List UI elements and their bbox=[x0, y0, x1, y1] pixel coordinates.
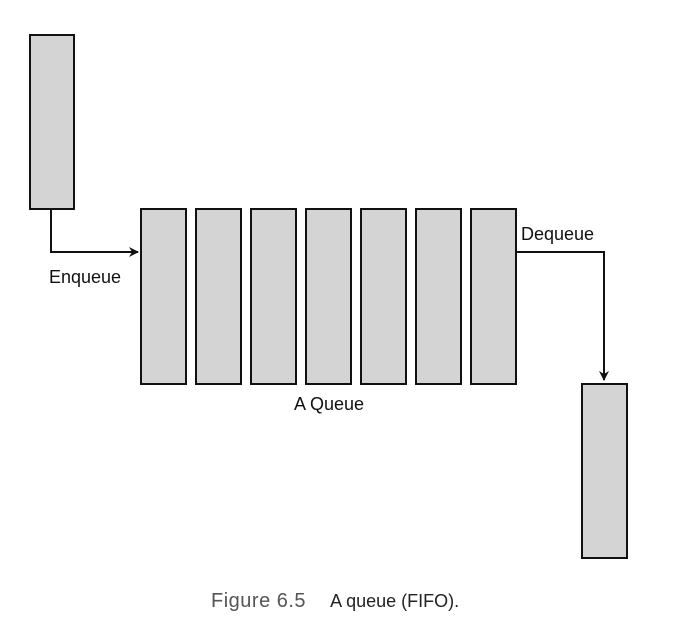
queue-slots bbox=[141, 209, 516, 384]
queue-slot-1 bbox=[141, 209, 186, 384]
dequeue-arrow bbox=[516, 252, 604, 380]
figure-caption: Figure 6.5 A queue (FIFO). bbox=[211, 590, 459, 613]
enqueue-arrow bbox=[51, 209, 138, 252]
queue-slot-6 bbox=[416, 209, 461, 384]
incoming-element bbox=[30, 35, 74, 209]
figure-title: A queue (FIFO). bbox=[330, 591, 459, 611]
queue-slot-4 bbox=[306, 209, 351, 384]
outgoing-element bbox=[582, 384, 627, 558]
queue-slot-5 bbox=[361, 209, 406, 384]
queue-slot-7 bbox=[471, 209, 516, 384]
dequeue-label: Dequeue bbox=[521, 224, 594, 244]
enqueue-label: Enqueue bbox=[49, 267, 121, 287]
queue-slot-2 bbox=[196, 209, 241, 384]
queue-slot-3 bbox=[251, 209, 296, 384]
queue-label: A Queue bbox=[294, 394, 364, 414]
figure-number: Figure 6.5 bbox=[211, 590, 306, 612]
